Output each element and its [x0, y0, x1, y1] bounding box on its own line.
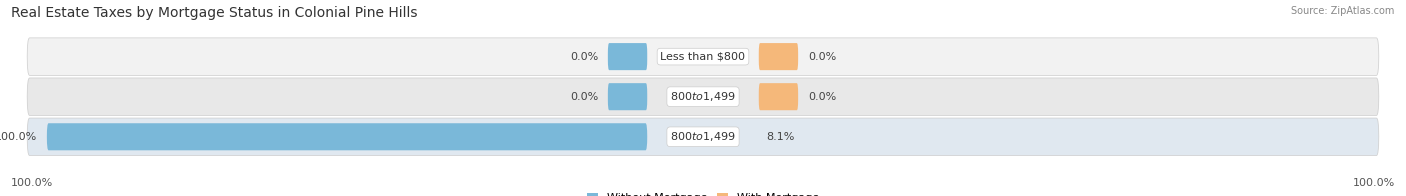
FancyBboxPatch shape	[759, 83, 799, 110]
Text: 8.1%: 8.1%	[766, 132, 794, 142]
Text: $800 to $1,499: $800 to $1,499	[671, 90, 735, 103]
Text: Source: ZipAtlas.com: Source: ZipAtlas.com	[1291, 6, 1395, 16]
FancyBboxPatch shape	[27, 118, 1379, 155]
FancyBboxPatch shape	[46, 123, 647, 150]
Text: $800 to $1,499: $800 to $1,499	[671, 130, 735, 143]
Text: 0.0%: 0.0%	[569, 92, 598, 102]
Text: 100.0%: 100.0%	[1353, 178, 1395, 188]
Text: 100.0%: 100.0%	[0, 132, 37, 142]
Text: Less than $800: Less than $800	[661, 52, 745, 62]
Text: 0.0%: 0.0%	[569, 52, 598, 62]
Text: 100.0%: 100.0%	[11, 178, 53, 188]
FancyBboxPatch shape	[607, 43, 647, 70]
Legend: Without Mortgage, With Mortgage: Without Mortgage, With Mortgage	[588, 193, 818, 196]
Text: Real Estate Taxes by Mortgage Status in Colonial Pine Hills: Real Estate Taxes by Mortgage Status in …	[11, 6, 418, 20]
FancyBboxPatch shape	[27, 38, 1379, 75]
Text: 0.0%: 0.0%	[808, 92, 837, 102]
FancyBboxPatch shape	[607, 83, 647, 110]
FancyBboxPatch shape	[759, 43, 799, 70]
Text: 0.0%: 0.0%	[808, 52, 837, 62]
FancyBboxPatch shape	[27, 78, 1379, 115]
